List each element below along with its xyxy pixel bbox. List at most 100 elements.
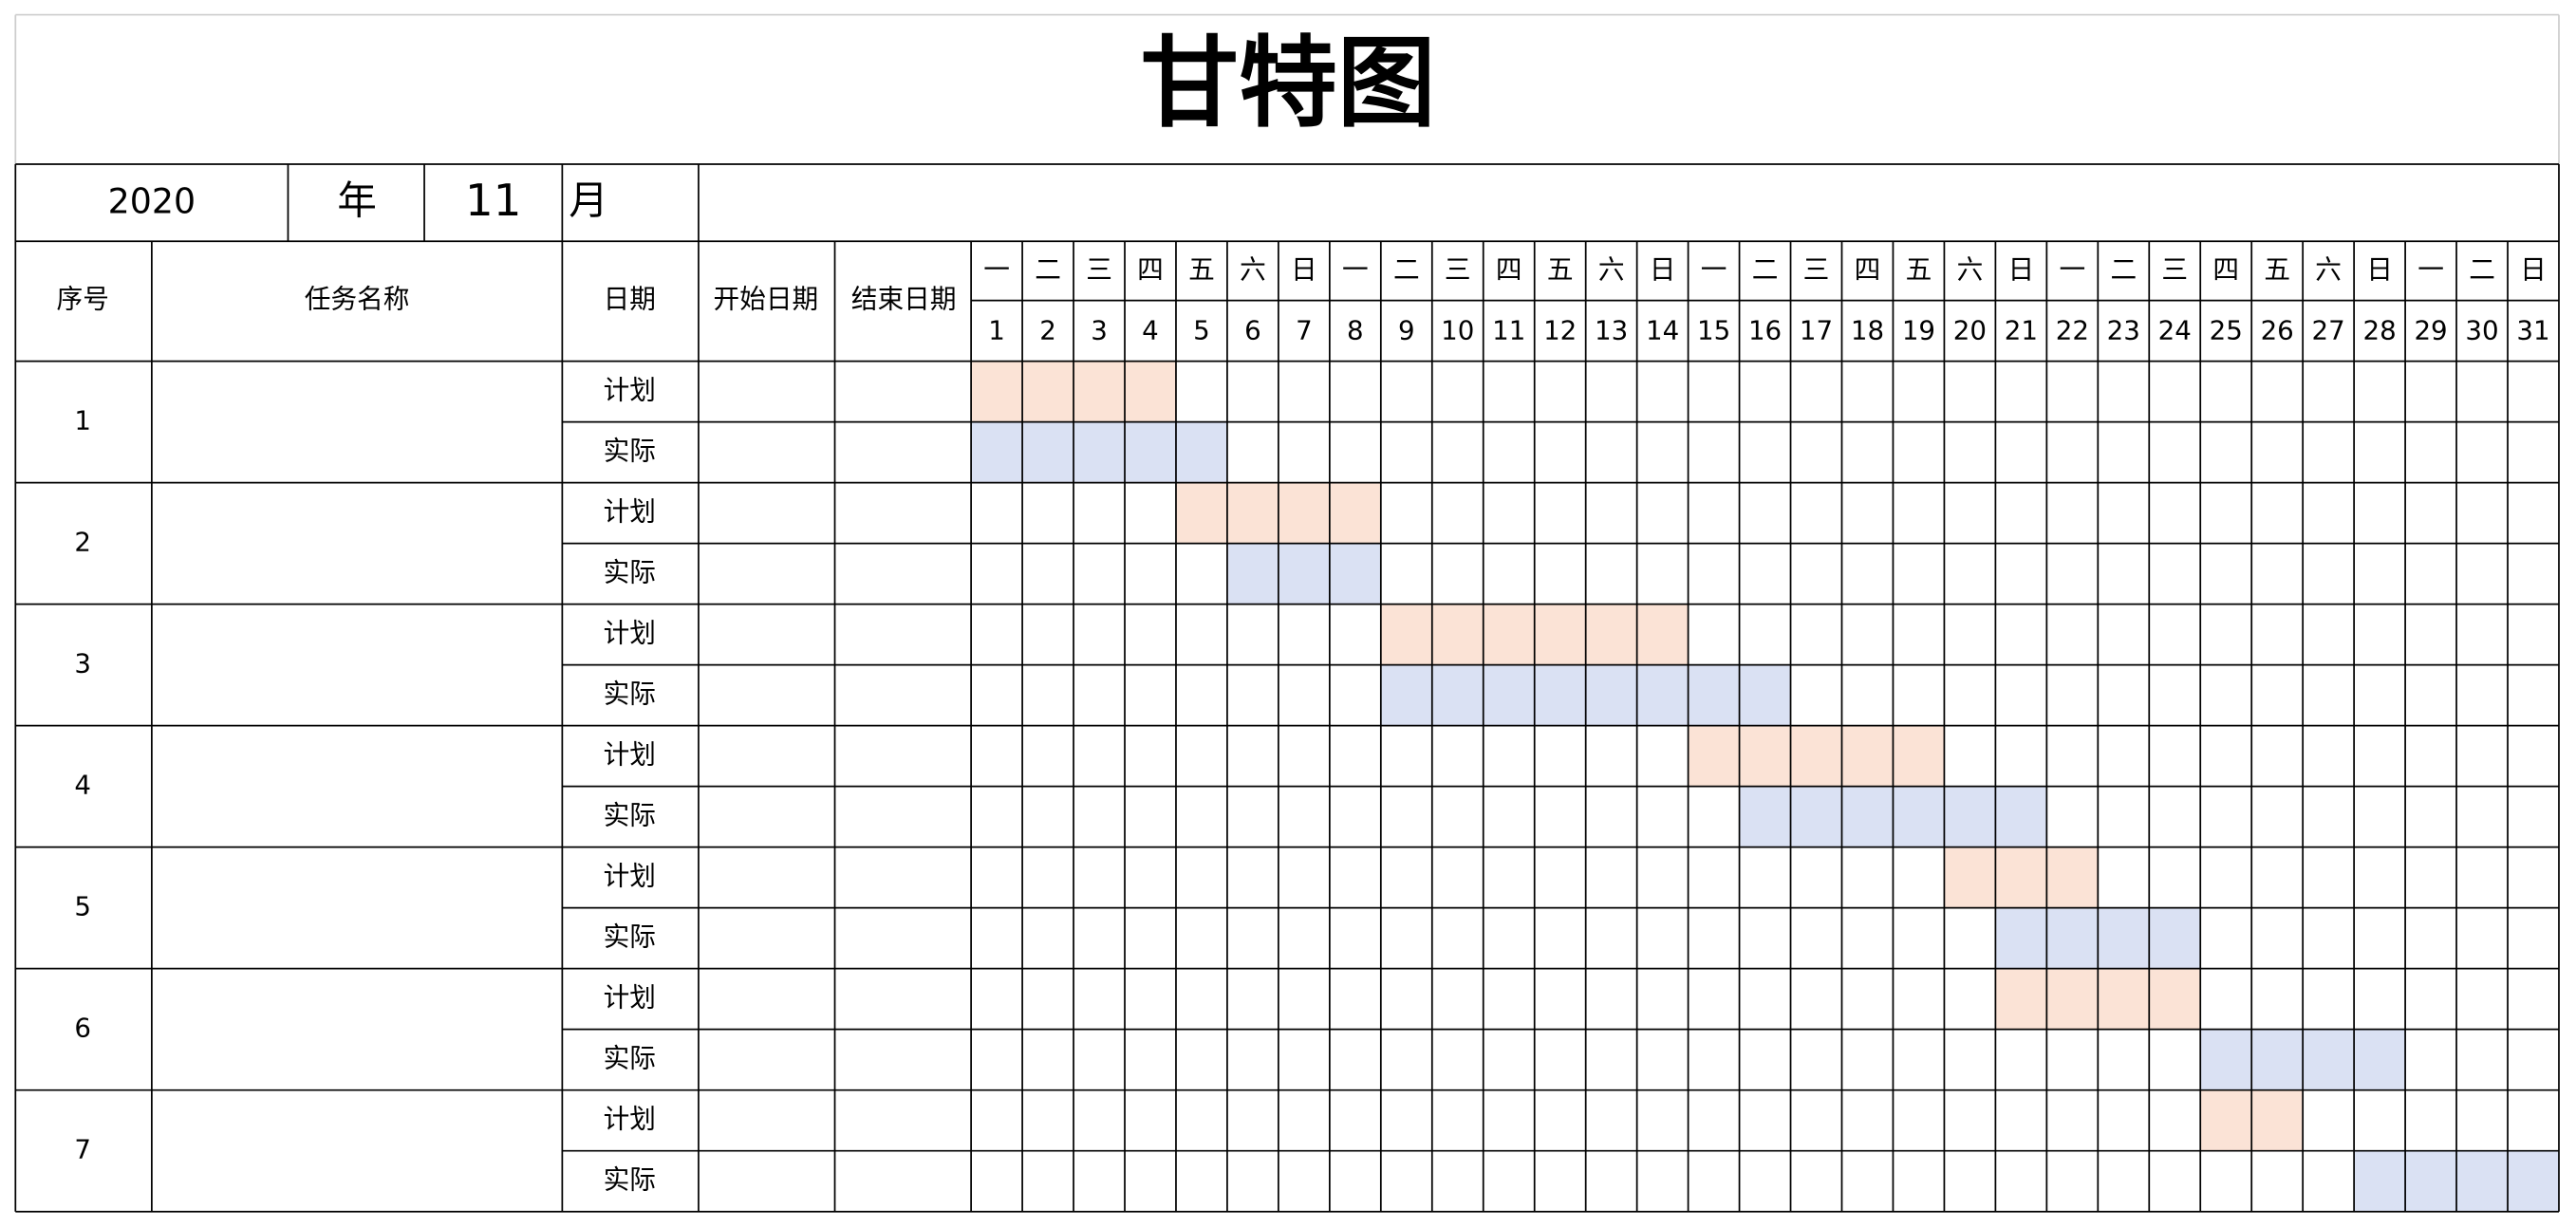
weekday: 五 — [2264, 253, 2290, 285]
task-index: 1 — [74, 405, 91, 437]
day: 14 — [1646, 314, 1679, 345]
weekday: 四 — [1496, 253, 1522, 285]
weekday: 五 — [1188, 253, 1215, 285]
day: 12 — [1543, 314, 1577, 345]
row-label: 实际 — [604, 800, 656, 831]
weekday: 二 — [1393, 253, 1420, 285]
weekday: 二 — [2469, 253, 2495, 285]
weekday: 日 — [1650, 253, 1676, 285]
day: 30 — [2465, 314, 2498, 345]
weekday: 日 — [2520, 253, 2547, 285]
header-cell: 任务名称 — [305, 284, 410, 315]
header-cell: 结束日期 — [851, 284, 957, 315]
header-cell: 序号 — [57, 284, 109, 315]
day: 19 — [1902, 314, 1935, 345]
day: 22 — [2056, 314, 2089, 345]
month-unit: 月 — [569, 177, 608, 224]
task-index: 5 — [74, 891, 91, 922]
weekday: 四 — [1137, 253, 1164, 285]
row-label: 计划 — [604, 861, 656, 892]
gantt-bar-actual — [971, 421, 1227, 483]
weekday: 六 — [2315, 253, 2342, 285]
row-label: 实际 — [604, 679, 656, 710]
task-index: 7 — [74, 1134, 91, 1165]
weekday: 五 — [1547, 253, 1574, 285]
day: 4 — [1142, 314, 1159, 345]
header-cell: 开始日期 — [714, 284, 819, 315]
day: 28 — [2363, 314, 2397, 345]
weekday: 四 — [1855, 253, 1881, 285]
task-index: 6 — [74, 1013, 91, 1044]
day: 15 — [1697, 314, 1730, 345]
day: 27 — [2312, 314, 2345, 345]
day: 10 — [1441, 314, 1474, 345]
weekday: 五 — [1906, 253, 1932, 285]
year-unit: 年 — [337, 177, 377, 224]
row-label: 实际 — [604, 436, 656, 467]
weekday: 二 — [2110, 253, 2137, 285]
weekday: 二 — [1035, 253, 1061, 285]
weekday: 二 — [1752, 253, 1779, 285]
weekday: 三 — [2161, 253, 2188, 285]
header-cell: 日期 — [604, 284, 656, 315]
weekday: 一 — [1701, 253, 1727, 285]
row-label: 计划 — [604, 982, 656, 1014]
weekday: 一 — [1342, 253, 1369, 285]
day: 20 — [1953, 314, 1987, 345]
day: 29 — [2414, 314, 2447, 345]
day: 11 — [1492, 314, 1525, 345]
row-label: 计划 — [604, 496, 656, 528]
task-index: 3 — [74, 648, 91, 679]
task-index: 2 — [74, 527, 91, 558]
day: 31 — [2516, 314, 2549, 345]
day: 1 — [988, 314, 1005, 345]
weekday: 三 — [1086, 253, 1112, 285]
weekday: 日 — [2366, 253, 2393, 285]
weekday: 一 — [2059, 253, 2085, 285]
gantt-bar-actual — [1226, 543, 1381, 605]
day: 24 — [2158, 314, 2192, 345]
weekday: 一 — [983, 253, 1010, 285]
day: 25 — [2210, 314, 2243, 345]
weekday: 四 — [2212, 253, 2239, 285]
row-label: 计划 — [604, 739, 656, 771]
row-label: 实际 — [604, 921, 656, 953]
weekday: 六 — [1957, 253, 1984, 285]
day: 18 — [1851, 314, 1884, 345]
day: 16 — [1748, 314, 1782, 345]
gantt-bar-plan — [1688, 725, 1945, 787]
day: 2 — [1039, 314, 1056, 345]
day: 6 — [1244, 314, 1261, 345]
row-label: 实际 — [604, 1164, 656, 1196]
day: 17 — [1800, 314, 1833, 345]
weekday: 三 — [1445, 253, 1471, 285]
weekday: 六 — [1598, 253, 1625, 285]
day: 23 — [2107, 314, 2140, 345]
title: 甘特图 — [1140, 27, 1435, 140]
row-label: 计划 — [604, 375, 656, 406]
task-index: 4 — [74, 770, 91, 801]
day: 26 — [2261, 314, 2294, 345]
weekday: 三 — [1803, 253, 1830, 285]
month: 11 — [465, 176, 521, 227]
year: 2020 — [108, 181, 196, 222]
day: 21 — [2005, 314, 2038, 345]
row-label: 计划 — [604, 1104, 656, 1135]
day: 3 — [1091, 314, 1108, 345]
row-label: 计划 — [604, 618, 656, 649]
weekday: 日 — [2008, 253, 2035, 285]
weekday: 日 — [1291, 253, 1317, 285]
day: 8 — [1347, 314, 1364, 345]
weekday: 六 — [1240, 253, 1266, 285]
row-label: 实际 — [604, 1043, 656, 1074]
gantt-bar-plan — [1944, 847, 2099, 908]
day: 7 — [1296, 314, 1313, 345]
day: 9 — [1398, 314, 1415, 345]
day: 5 — [1193, 314, 1210, 345]
day: 13 — [1595, 314, 1628, 345]
weekday: 一 — [2417, 253, 2444, 285]
row-label: 实际 — [604, 557, 656, 588]
